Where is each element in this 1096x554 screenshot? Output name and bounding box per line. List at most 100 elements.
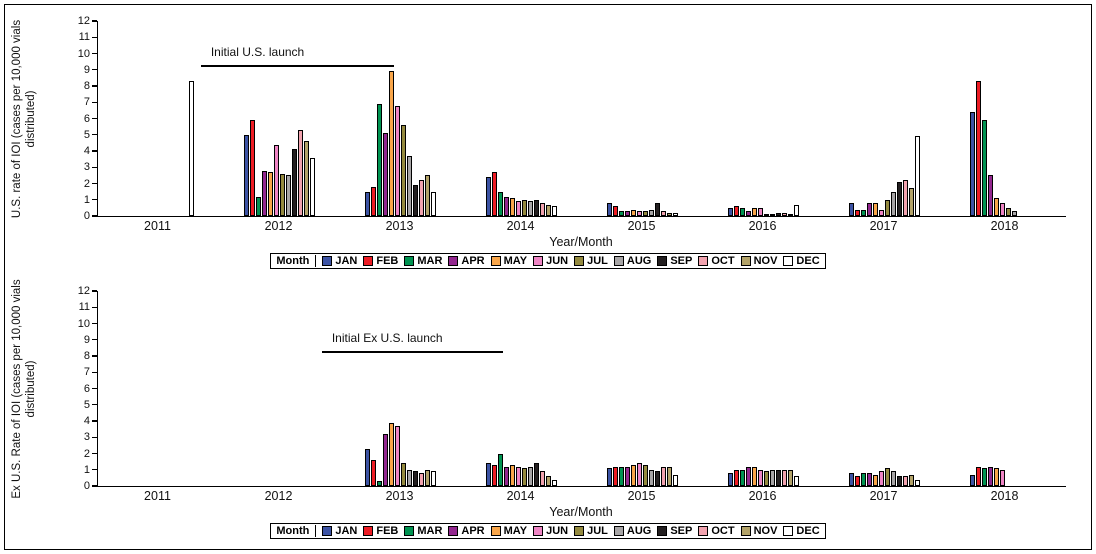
bar-2016-AUG — [769, 214, 775, 216]
figure: U.S. rate of IOI (cases per 10,000 vials… — [4, 4, 1092, 550]
legend-item-feb: FEB — [363, 255, 398, 267]
bar-2016-JUL — [763, 471, 769, 486]
x-axis-title: Year/Month — [549, 235, 613, 249]
legend-label: SEP — [670, 255, 693, 267]
bar-2015-OCT — [660, 211, 666, 216]
year-label-2013: 2013 — [385, 489, 414, 503]
year-label-2012: 2012 — [264, 219, 293, 233]
bar-2016-SEP — [775, 469, 781, 486]
legend-item-apr: APR — [448, 255, 485, 267]
legend-label: JAN — [335, 525, 358, 537]
bar-2015-AUG — [648, 469, 654, 486]
y-tick-label: 6 — [83, 112, 90, 125]
y-tick-mark — [92, 182, 97, 185]
bar-2014-FEB — [491, 172, 497, 216]
legend-label: AUG — [626, 255, 652, 267]
bar-2016-FEB — [733, 469, 739, 486]
y-tick-label: 3 — [83, 431, 90, 444]
year-label-2011: 2011 — [144, 489, 171, 503]
y-tick-label: 1 — [83, 193, 90, 206]
bar-2013-APR — [382, 133, 388, 216]
bar-2016-AUG — [769, 469, 775, 486]
bar-2014-JAN — [485, 463, 491, 486]
bar-2012-APR — [261, 170, 267, 216]
legend-swatch-jan — [322, 256, 333, 266]
y-tick-mark — [92, 199, 97, 201]
y-tick-mark — [92, 150, 97, 152]
bar-2014-JUL — [521, 468, 527, 486]
bar-2018-MAY — [993, 468, 999, 486]
x-axis-year-labels: 2011 2012 2013 2014 2015 2016 2017 2018 — [97, 219, 1065, 234]
legend-label: SEP — [670, 525, 693, 537]
bar-2012-SEP — [291, 149, 297, 216]
month-legend: Month JAN FEB MAR APR MAY JUN JUL AUG SEP OCT NOV DE… — [270, 523, 826, 539]
bar-2017-JUN — [878, 471, 884, 486]
y-tick-label: 12 — [77, 285, 90, 297]
year-label-2016: 2016 — [748, 489, 777, 503]
launch-annotation-text: Initial U.S. launch — [210, 44, 305, 59]
bar-2013-FEB — [370, 186, 376, 216]
year-label-2012: 2012 — [264, 489, 293, 503]
bar-2016-OCT — [781, 212, 787, 216]
legend-wrap: Month JAN FEB MAR APR MAY JUN JUL AUG SEP OCT NOV DE… — [5, 521, 1091, 539]
legend-swatch-aug — [613, 256, 624, 266]
bar-2014-DEC — [551, 206, 557, 216]
bar-2012-JUN — [273, 144, 279, 216]
legend-label: APR — [461, 525, 485, 537]
bar-2017-MAR — [860, 473, 866, 486]
bar-2013-NOV — [424, 175, 430, 216]
legend-label: JUN — [546, 255, 569, 267]
legend-label: JUL — [587, 525, 608, 537]
bar-2014-SEP — [533, 199, 539, 216]
bar-2018-APR — [987, 466, 993, 486]
legend-label: OCT — [711, 255, 735, 267]
legend-title: Month — [276, 525, 317, 537]
bar-2016-APR — [745, 211, 751, 216]
bar-2013-AUG — [406, 469, 412, 486]
y-tick-label: 1 — [83, 463, 90, 476]
bar-2014-AUG — [527, 466, 533, 486]
bar-2016-SEP — [775, 212, 781, 216]
y-tick-mark — [92, 306, 97, 308]
bar-2014-JAN — [485, 177, 491, 216]
legend-item-mar: MAR — [404, 255, 442, 267]
bar-2016-MAY — [751, 207, 757, 216]
bar-2012-OCT — [297, 129, 303, 216]
bar-2012-AUG — [285, 175, 291, 216]
bar-2014-SEP — [533, 463, 539, 486]
bar-2017-SEP — [896, 476, 902, 486]
legend-label: NOV — [753, 525, 778, 537]
y-tick-label: 9 — [83, 333, 90, 346]
bar-2012-MAY — [267, 172, 273, 216]
us-rate-chart: U.S. rate of IOI (cases per 10,000 vials… — [5, 7, 1091, 275]
legend-swatch-jan — [322, 526, 333, 536]
bar-2017-SEP — [896, 181, 902, 216]
month-legend: Month JAN FEB MAR APR MAY JUN JUL AUG SEP OCT NOV DE… — [270, 253, 826, 269]
bar-2017-OCT — [902, 476, 908, 486]
bar-2015-MAR — [618, 466, 624, 486]
bar-2016-FEB — [733, 206, 739, 216]
legend-label: NOV — [753, 255, 778, 267]
bar-2015-DEC — [672, 474, 678, 486]
bar-2017-JAN — [848, 473, 854, 486]
legend-label: OCT — [711, 525, 735, 537]
bar-2012-DEC — [309, 157, 315, 216]
legend-item-sep: SEP — [657, 255, 692, 267]
bar-2013-MAR — [376, 103, 382, 216]
bar-2014-OCT — [539, 471, 545, 486]
y-tick-label: 10 — [77, 317, 90, 330]
legend-item-jun: JUN — [533, 255, 568, 267]
legend-item-oct: OCT — [698, 525, 735, 537]
bar-2013-JUN — [394, 105, 400, 216]
legend-item-oct: OCT — [698, 255, 735, 267]
y-tick-label: 5 — [83, 128, 90, 141]
legend-swatch-jun — [533, 526, 544, 536]
bar-2017-DEC — [914, 479, 920, 486]
y-tick-label: 5 — [83, 398, 90, 411]
bar-2015-AUG — [648, 209, 654, 216]
bar-2014-JUN — [515, 201, 521, 216]
bar-2013-FEB — [370, 460, 376, 486]
legend-label: MAY — [503, 255, 528, 267]
bar-2012-FEB — [249, 120, 255, 216]
bar-2017-APR — [866, 203, 872, 216]
